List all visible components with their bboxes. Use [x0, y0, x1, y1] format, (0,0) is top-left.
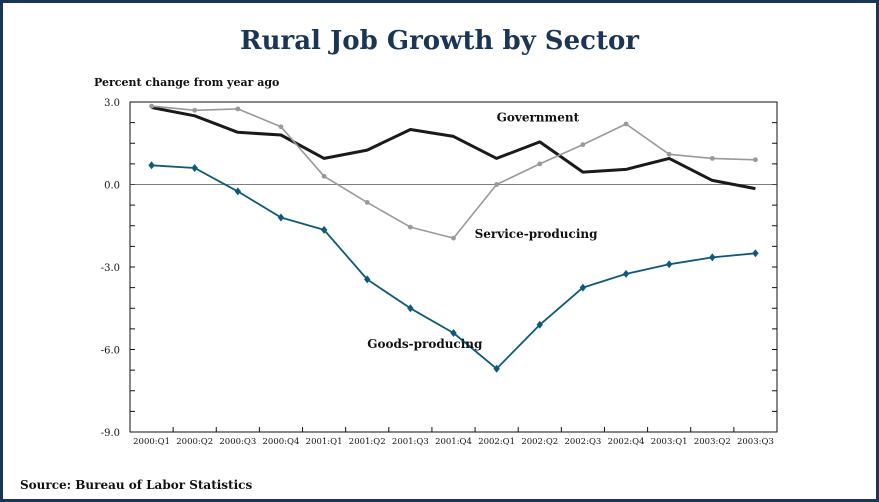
- y-axis-label: Percent change from year ago: [94, 76, 280, 89]
- y-tick-label: -9.0: [101, 428, 120, 439]
- series-label: Goods-producing: [367, 337, 483, 351]
- x-tick-label: 2003:Q2: [694, 437, 731, 447]
- data-point: [277, 213, 285, 222]
- data-point: [752, 249, 759, 258]
- data-point: [321, 173, 327, 179]
- y-tick-label: -3.0: [101, 263, 120, 274]
- x-tick-label: 2002:Q2: [521, 437, 558, 447]
- data-point: [278, 124, 284, 130]
- y-tick-label: 3.0: [104, 98, 120, 109]
- data-point: [235, 106, 241, 112]
- x-tick-label: 2001:Q2: [349, 437, 386, 447]
- axes: 3.0 0.0 -3.0 -6.0 -9.0 2000:Q1 2000:Q2 2000:Q3 2…: [101, 98, 778, 447]
- chart-title: Rural Job Growth by Sector: [240, 26, 639, 56]
- data-point: [709, 253, 716, 262]
- data-point: [451, 235, 456, 241]
- series-line-government: [151, 106, 756, 191]
- x-tick-label: 2000:Q4: [263, 437, 300, 447]
- x-tick-label: 2000:Q3: [219, 437, 256, 447]
- data-point: [192, 107, 198, 113]
- x-tick-label: 2000:Q2: [176, 437, 213, 447]
- x-tick-label: 2002:Q1: [478, 437, 515, 447]
- data-point: [666, 151, 672, 157]
- series-layer: [148, 103, 759, 373]
- x-tick-label: 2001:Q1: [306, 437, 343, 447]
- x-tick-label: 2003:Q3: [737, 437, 774, 447]
- data-point: [234, 187, 242, 196]
- data-point: [537, 161, 543, 167]
- data-point: [622, 269, 630, 278]
- data-point: [364, 199, 370, 205]
- data-point: [320, 225, 328, 234]
- series-line-service-producing: [151, 105, 756, 239]
- data-point: [494, 182, 500, 187]
- data-point: [665, 260, 673, 269]
- data-point: [536, 320, 543, 329]
- y-tick-label: -6.0: [101, 346, 120, 357]
- data-point: [149, 103, 154, 109]
- x-tick-label: 2001:Q4: [435, 437, 472, 447]
- source-note: Source: Bureau of Labor Statistics: [20, 478, 253, 492]
- data-point: [407, 224, 413, 230]
- series-label: Service-producing: [475, 227, 598, 241]
- series-labels: Government Service-producing Goods-produci…: [367, 110, 598, 351]
- data-point: [191, 164, 198, 172]
- x-tick-label: 2002:Q3: [564, 437, 601, 447]
- data-point: [753, 157, 758, 163]
- plot-area: [129, 101, 778, 433]
- x-tick-label: 2003:Q1: [651, 437, 688, 447]
- data-point: [709, 155, 715, 161]
- data-point: [493, 364, 500, 373]
- y-tick-label: 0.0: [104, 181, 120, 192]
- data-point: [407, 304, 414, 313]
- data-point: [364, 275, 371, 284]
- data-point: [450, 329, 457, 337]
- x-tick-label: 2001:Q3: [392, 437, 429, 447]
- data-point: [623, 121, 629, 127]
- x-tick-label: 2000:Q1: [133, 437, 170, 447]
- data-point: [579, 283, 587, 292]
- data-point: [148, 161, 155, 170]
- data-point: [580, 142, 586, 148]
- series-label: Government: [497, 110, 580, 124]
- x-tick-label: 2002:Q4: [608, 437, 645, 447]
